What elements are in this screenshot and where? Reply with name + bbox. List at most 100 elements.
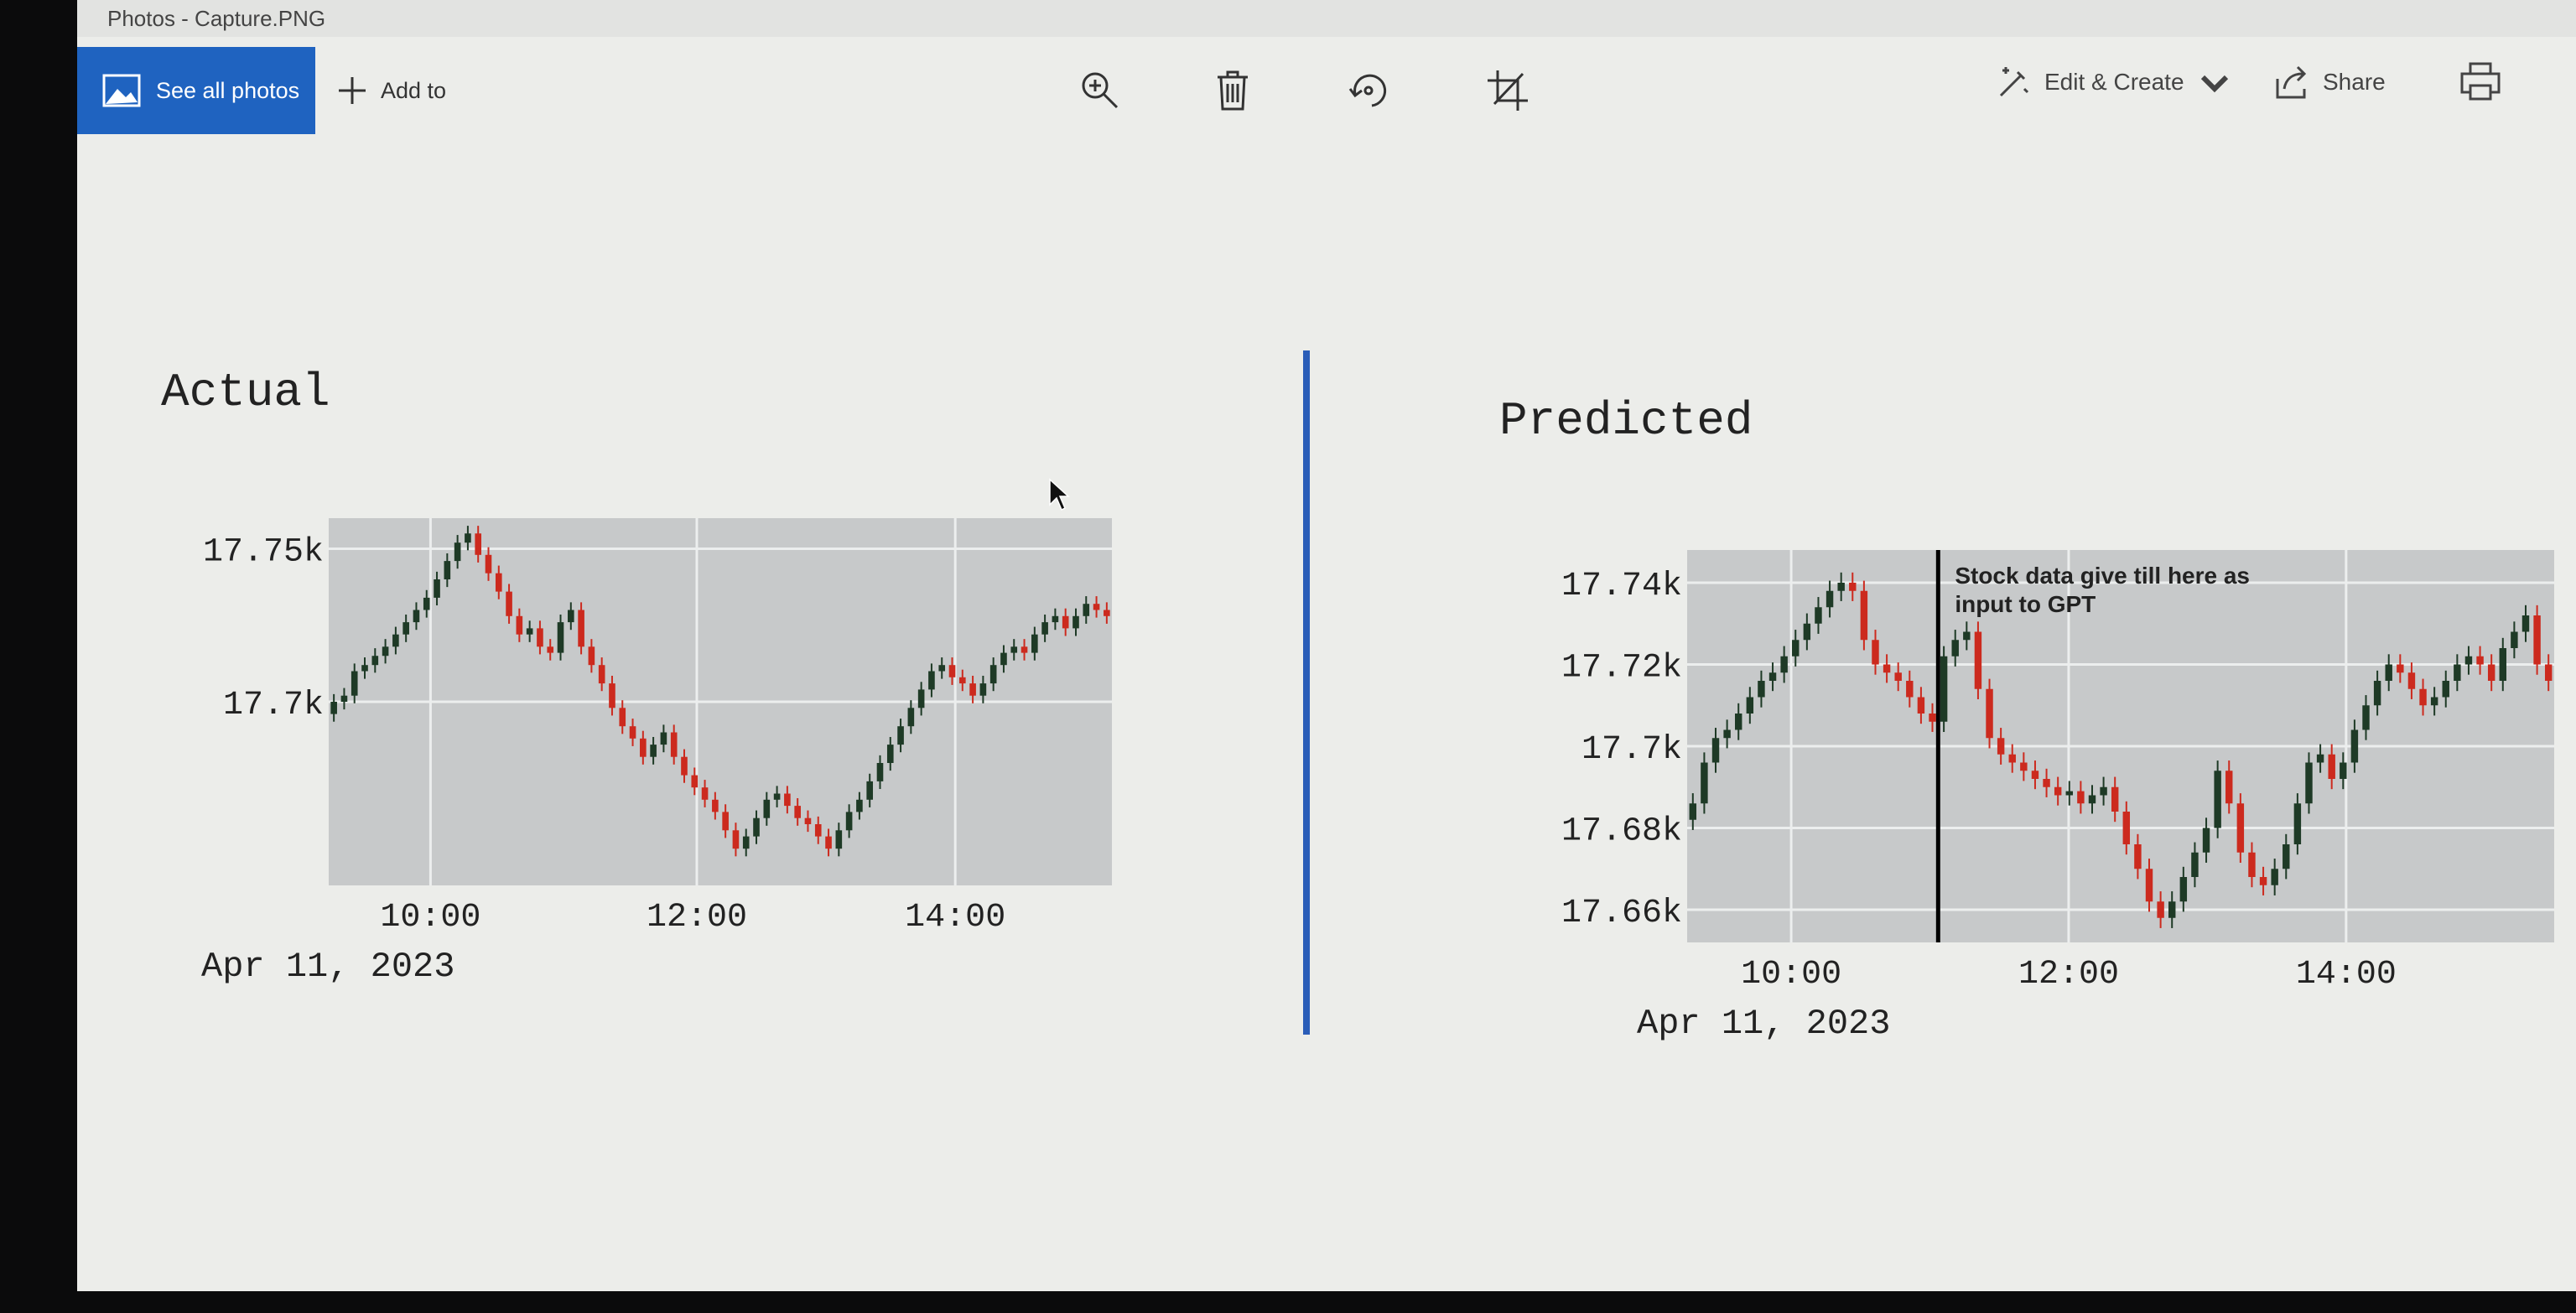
candle-body <box>907 708 915 727</box>
candle-body <box>2293 803 2302 844</box>
candle-body <box>454 542 461 562</box>
candle-body <box>567 610 574 623</box>
candle-body <box>1031 634 1038 653</box>
candle-body <box>2077 791 2085 804</box>
candle-body <box>876 763 884 781</box>
candle-body <box>2008 754 2016 763</box>
candle-body <box>413 610 420 623</box>
share-button[interactable]: Share <box>2274 47 2386 117</box>
candle-body <box>2145 869 2153 902</box>
candle-body <box>938 665 946 672</box>
candle-body <box>434 579 440 598</box>
candle-body <box>1000 652 1007 666</box>
candle-body <box>588 646 595 666</box>
panel-divider <box>1303 350 1310 1035</box>
candle-body <box>948 665 956 677</box>
candle-body <box>1062 615 1069 629</box>
actual-title: Actual <box>161 366 330 419</box>
edit-create-label: Edit & Create <box>2044 69 2184 95</box>
candle-body <box>2397 664 2404 673</box>
candle-body <box>2134 844 2142 869</box>
y-tick-label: 17.75k <box>203 534 324 572</box>
candle-body <box>2214 771 2221 828</box>
candle-body <box>1758 681 1765 698</box>
see-all-photos-button[interactable]: See all photos <box>77 47 315 134</box>
candle-body <box>2521 615 2530 632</box>
candle-body <box>825 836 832 849</box>
candle-body <box>1860 590 1868 641</box>
candle-body <box>1746 697 1754 714</box>
candle-body <box>537 628 543 647</box>
candle-body <box>2248 852 2256 877</box>
crop-icon[interactable] <box>1481 64 1535 117</box>
candle-body <box>2305 762 2313 804</box>
candle-body <box>1940 656 1948 722</box>
predicted-chart: 17.74k 17.72k 17.7k 17.68k 17.66k 10:00 12:00 1… <box>1561 550 2554 1044</box>
candle-body <box>465 533 471 543</box>
candle-body <box>1780 656 1788 673</box>
candle-body <box>382 646 389 656</box>
candle-body <box>1929 714 1936 722</box>
candle-body <box>681 756 688 776</box>
candle-body <box>2043 779 2050 787</box>
add-to-button[interactable]: Add to <box>335 47 446 134</box>
candle-body <box>475 533 482 555</box>
candle-body <box>2430 697 2438 706</box>
window-title: Photos - Capture.PNG <box>77 0 2576 37</box>
candle-body <box>763 799 771 818</box>
y-tick-label: 17.7k <box>1581 731 1682 769</box>
edit-create-icon <box>1999 67 2029 97</box>
zoom-in-icon[interactable] <box>1073 64 1127 117</box>
candle-body <box>598 665 605 684</box>
candle-body <box>2271 869 2278 885</box>
plus-icon <box>339 77 366 104</box>
candle-body <box>2442 681 2449 698</box>
y-tick-label: 17.7k <box>223 687 324 724</box>
candle-body <box>485 554 492 573</box>
candle-body <box>660 732 667 745</box>
candle-body <box>1872 640 1879 665</box>
candle-body <box>444 561 451 579</box>
candle-body <box>670 732 678 757</box>
photos-icon <box>102 74 141 107</box>
candle-body <box>402 622 409 635</box>
candle-body <box>2454 664 2461 681</box>
candle-body <box>1010 646 1018 653</box>
candle-body <box>392 634 399 647</box>
x-tick-label: 14:00 <box>2296 956 2397 994</box>
candle-body <box>2419 688 2427 706</box>
candle-body <box>547 646 554 653</box>
candle-body <box>2487 664 2496 681</box>
candle-body <box>1974 631 1982 689</box>
candle-body <box>2100 786 2107 796</box>
candle-body <box>526 628 533 635</box>
candle-body <box>917 689 925 708</box>
x-tick-label: 12:00 <box>647 899 747 937</box>
candle-body <box>2157 901 2164 918</box>
candle-body <box>1083 604 1090 616</box>
candle-body <box>1735 714 1742 730</box>
edit-create-button[interactable]: Edit & Create <box>1996 47 2233 117</box>
candle-body <box>1768 672 1777 681</box>
candle-body <box>2031 771 2039 779</box>
candle-body <box>2340 762 2347 779</box>
see-all-photos-label: See all photos <box>156 77 300 103</box>
candle-body <box>361 665 368 672</box>
candle-body <box>2511 631 2518 648</box>
delete-icon[interactable] <box>1206 64 1259 117</box>
candle-body <box>753 817 760 837</box>
candle-body <box>1723 729 1731 739</box>
candle-body <box>712 799 719 812</box>
candle-body <box>650 745 657 757</box>
mouse-cursor-icon <box>1049 478 1070 511</box>
candle-body <box>351 671 358 696</box>
candle-body <box>1093 604 1100 610</box>
candle-body <box>845 812 853 831</box>
candle-body <box>794 806 801 818</box>
rotate-icon[interactable] <box>1342 64 1395 117</box>
candle-body <box>2283 844 2290 869</box>
candle-body <box>1986 688 1993 739</box>
print-icon[interactable] <box>2454 55 2507 109</box>
candle-body <box>1917 697 1925 714</box>
y-tick-label: 17.74k <box>1561 568 1682 605</box>
